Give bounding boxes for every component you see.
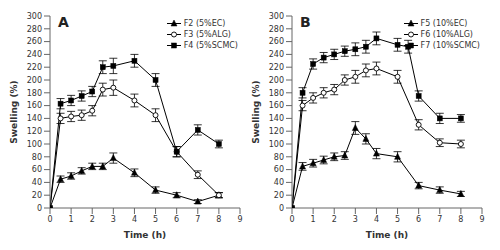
svg-text:3: 3 (353, 215, 358, 224)
svg-text:220: 220 (27, 63, 42, 72)
svg-text:20: 20 (32, 191, 42, 200)
svg-text:280: 280 (269, 25, 284, 34)
svg-text:6: 6 (416, 215, 421, 224)
svg-text:Time (h): Time (h) (366, 230, 408, 240)
svg-text:8: 8 (216, 215, 221, 224)
svg-text:160: 160 (269, 101, 284, 110)
html-text:F7 (10%SCMC): F7 (10%SCMC) (420, 41, 480, 50)
svg-text:3: 3 (111, 215, 116, 224)
svg-text:200: 200 (269, 76, 284, 85)
svg-text:0: 0 (37, 204, 42, 213)
svg-text:140: 140 (27, 114, 42, 123)
svg-text:300: 300 (27, 12, 42, 21)
svg-text:4: 4 (374, 215, 379, 224)
svg-text:9: 9 (237, 215, 242, 224)
svg-text:100: 100 (27, 140, 42, 149)
svg-text:1: 1 (69, 215, 74, 224)
svg-text:9: 9 (479, 215, 484, 224)
svg-text:260: 260 (27, 37, 42, 46)
html-text:F2 (5%EC): F2 (5%EC) (183, 19, 226, 28)
svg-text:240: 240 (269, 50, 284, 59)
svg-text:0: 0 (289, 215, 294, 224)
svg-text:Swelling (%): Swelling (%) (251, 80, 261, 143)
svg-text:200: 200 (27, 76, 42, 85)
svg-text:120: 120 (27, 127, 42, 136)
svg-text:1: 1 (311, 215, 316, 224)
svg-text:8: 8 (458, 215, 463, 224)
html-text:F4 (5%SCMC): F4 (5%SCMC) (183, 41, 238, 50)
svg-text:100: 100 (269, 140, 284, 149)
svg-text:5: 5 (153, 215, 158, 224)
svg-text:180: 180 (269, 89, 284, 98)
svg-text:6: 6 (174, 215, 179, 224)
svg-text:80: 80 (32, 153, 42, 162)
svg-text:40: 40 (32, 178, 42, 187)
svg-text:7: 7 (437, 215, 442, 224)
svg-text:220: 220 (269, 63, 284, 72)
svg-text:0: 0 (279, 204, 284, 213)
svg-text:7: 7 (195, 215, 200, 224)
svg-text:0: 0 (47, 215, 52, 224)
svg-text:120: 120 (269, 127, 284, 136)
svg-text:2: 2 (90, 215, 95, 224)
svg-text:160: 160 (27, 101, 42, 110)
svg-text:300: 300 (269, 12, 284, 21)
svg-text:180: 180 (27, 89, 42, 98)
html-text:F6 (10%ALG): F6 (10%ALG) (420, 30, 473, 39)
svg-text:280: 280 (27, 25, 42, 34)
svg-text:240: 240 (27, 50, 42, 59)
svg-text:5: 5 (395, 215, 400, 224)
svg-text:40: 40 (274, 178, 284, 187)
svg-text:60: 60 (32, 165, 42, 174)
html-text:F5 (10%EC): F5 (10%EC) (420, 19, 468, 28)
svg-text:260: 260 (269, 37, 284, 46)
svg-text:2: 2 (332, 215, 337, 224)
svg-text:20: 20 (274, 191, 284, 200)
svg-text:60: 60 (274, 165, 284, 174)
svg-text:Time (h): Time (h) (124, 230, 166, 240)
svg-text:Swelling (%): Swelling (%) (9, 80, 19, 143)
svg-text:80: 80 (274, 153, 284, 162)
html-text:A: A (58, 14, 69, 30)
svg-text:4: 4 (132, 215, 137, 224)
svg-text:140: 140 (269, 114, 284, 123)
html-text:F3 (5%ALG): F3 (5%ALG) (183, 30, 231, 39)
html-text:B: B (300, 14, 311, 30)
